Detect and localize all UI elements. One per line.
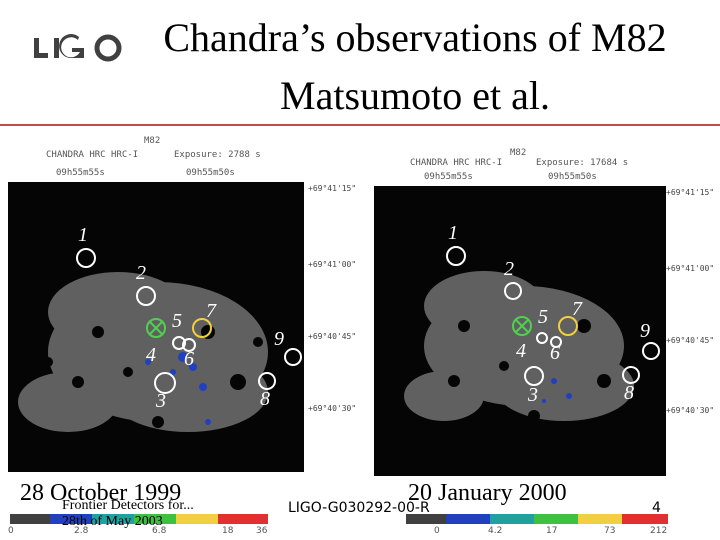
source-ring-8 bbox=[258, 372, 276, 390]
right-source-label-4: 4 bbox=[516, 340, 526, 362]
right-object-name: M82 bbox=[510, 148, 527, 158]
source-ring-7 bbox=[192, 318, 212, 338]
right-xray-image: 1 2 3 4 5 6 7 8 9 bbox=[374, 186, 666, 476]
right-source-ring-5 bbox=[536, 332, 548, 344]
right-exposure: Exposure: 17684 s bbox=[536, 158, 629, 168]
right-source-ring-2 bbox=[504, 282, 522, 300]
right-source-ring-8 bbox=[622, 366, 640, 384]
right-colorbar bbox=[406, 514, 668, 524]
source-label-4: 4 bbox=[146, 344, 156, 366]
right-dec-tick-4: +69°40'30" bbox=[666, 406, 715, 415]
left-ra-tick-1: 09h55m55s bbox=[56, 168, 105, 178]
right-colorbar-label-1: 4.2 bbox=[488, 526, 503, 536]
right-nucleus-marker-icon bbox=[512, 316, 532, 336]
left-instrument: CHANDRA HRC HRC-I bbox=[46, 150, 139, 160]
left-ra-tick-2: 09h55m50s bbox=[186, 168, 235, 178]
right-colorbar-label-0: 0 bbox=[434, 526, 440, 536]
source-label-2: 2 bbox=[136, 262, 146, 284]
left-dec-tick-3: +69°40'45" bbox=[308, 332, 357, 341]
source-ring-1 bbox=[76, 248, 96, 268]
left-xray-image: 1 2 3 4 5 6 7 8 9 bbox=[8, 182, 304, 472]
right-colorbar-label-3: 73 bbox=[604, 526, 616, 536]
slide-subtitle: Matsumoto et al. bbox=[280, 73, 550, 118]
left-colorbar-label-4: 36 bbox=[256, 526, 268, 536]
source-label-6: 6 bbox=[184, 348, 194, 370]
left-dec-tick-1: +69°41'15" bbox=[308, 184, 357, 193]
left-observation-date: 28 October 1999 bbox=[20, 480, 182, 506]
header-divider bbox=[0, 124, 720, 126]
footer-date: 28th of May 2003 bbox=[62, 514, 163, 529]
left-colorbar-label-3: 18 bbox=[222, 526, 234, 536]
right-ra-tick-2: 09h55m50s bbox=[548, 172, 597, 182]
right-dec-tick-2: +69°41'00" bbox=[666, 264, 715, 273]
right-source-ring-6 bbox=[550, 336, 562, 348]
right-instrument: CHANDRA HRC HRC-I bbox=[410, 158, 503, 168]
right-colorbar-label-2: 17 bbox=[546, 526, 558, 536]
source-label-3: 3 bbox=[156, 390, 166, 412]
source-label-8: 8 bbox=[260, 388, 270, 410]
right-dec-tick-1: +69°41'15" bbox=[666, 188, 715, 197]
right-source-label-8: 8 bbox=[624, 382, 634, 404]
source-label-7: 7 bbox=[206, 300, 216, 322]
right-observation-date: 20 January 2000 bbox=[408, 480, 567, 506]
left-object-name: M82 bbox=[144, 136, 161, 146]
source-ring-3 bbox=[154, 372, 176, 394]
right-source-label-1: 1 bbox=[448, 222, 458, 244]
nucleus-marker-icon bbox=[146, 318, 166, 338]
footer-event: Frontier Detectors for... bbox=[62, 498, 194, 513]
page-number: 4 bbox=[652, 500, 661, 516]
left-colorbar-label-0: 0 bbox=[8, 526, 14, 536]
right-ra-tick-1: 09h55m55s bbox=[424, 172, 473, 182]
left-xray-map bbox=[18, 272, 268, 432]
left-dec-tick-4: +69°40'30" bbox=[308, 404, 357, 413]
right-source-label-9: 9 bbox=[640, 320, 650, 342]
slide-title: Chandra’s observations of M82 bbox=[163, 15, 667, 60]
source-label-5: 5 bbox=[172, 310, 182, 332]
right-source-label-3: 3 bbox=[528, 384, 538, 406]
left-colorbar bbox=[10, 514, 268, 524]
left-colorbar-label-2: 6.8 bbox=[152, 526, 167, 536]
left-colorbar-label-1: 2.8 bbox=[74, 526, 89, 536]
right-source-label-7: 7 bbox=[572, 298, 582, 320]
ligo-logo bbox=[32, 30, 132, 64]
source-ring-2 bbox=[136, 286, 156, 306]
right-observation-panel: M82 CHANDRA HRC HRC-I Exposure: 17684 s … bbox=[366, 132, 720, 540]
right-source-label-5: 5 bbox=[538, 306, 548, 328]
source-ring-6 bbox=[182, 338, 196, 352]
right-source-ring-7 bbox=[558, 316, 578, 336]
right-source-label-2: 2 bbox=[504, 258, 514, 280]
left-exposure: Exposure: 2788 s bbox=[174, 150, 261, 160]
right-source-label-6: 6 bbox=[550, 342, 560, 364]
left-observation-panel: M82 CHANDRA HRC HRC-I Exposure: 2788 s 0… bbox=[4, 132, 358, 540]
right-colorbar-label-4: 212 bbox=[650, 526, 668, 536]
source-label-1: 1 bbox=[78, 224, 88, 246]
right-source-ring-3 bbox=[524, 366, 544, 386]
document-id: LIGO-G030292-00-R bbox=[288, 500, 430, 516]
right-source-ring-1 bbox=[446, 246, 466, 266]
right-source-ring-9 bbox=[642, 342, 660, 360]
source-label-9: 9 bbox=[274, 328, 284, 350]
source-ring-9 bbox=[284, 348, 302, 366]
ligo-logo-icon bbox=[34, 34, 122, 62]
right-dec-tick-3: +69°40'45" bbox=[666, 336, 715, 345]
left-dec-tick-2: +69°41'00" bbox=[308, 260, 357, 269]
